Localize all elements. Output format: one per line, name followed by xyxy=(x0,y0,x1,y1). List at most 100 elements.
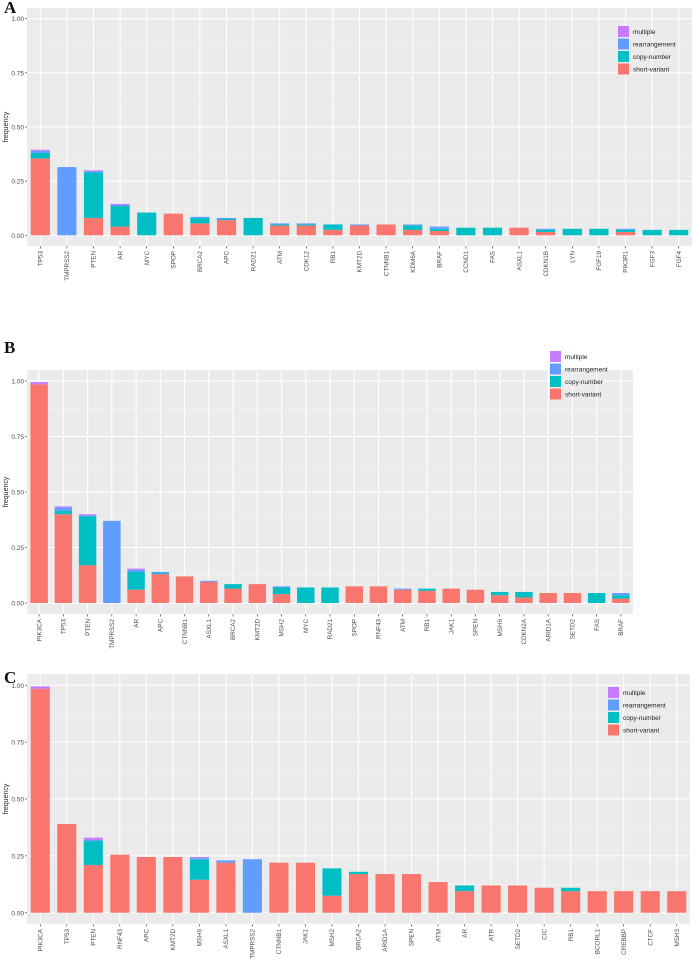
x-tick-label: FAS xyxy=(594,619,601,631)
y-tick-label: 0.50 xyxy=(11,797,24,804)
legend-label: multiple xyxy=(633,29,656,36)
bar-segment-copy-number xyxy=(455,885,475,892)
x-tick-label: PTEN xyxy=(91,251,98,268)
bar-segment-multiple xyxy=(83,170,104,172)
x-tick-label: CTCF xyxy=(647,929,654,946)
bar-segment-rearrangement xyxy=(200,580,218,582)
bar-segment-copy-number xyxy=(270,224,290,226)
bar-segment-short-variant xyxy=(534,887,554,913)
bar-chart-a: 0.00 0.25 0.50 0.75 1.00 frequency TP53 TMPRSS2… xyxy=(3,8,692,281)
bar-segment-short-variant xyxy=(401,874,422,913)
bar-segment-short-variant xyxy=(466,589,485,604)
bar-segment-copy-number xyxy=(243,217,263,236)
bar-segment-rearrangement xyxy=(103,520,121,604)
x-tick-label: LYN xyxy=(570,251,577,263)
x-tick-label: APC xyxy=(144,929,151,942)
x-tick-label: CIC xyxy=(541,929,548,940)
bar-segment-short-variant xyxy=(30,688,50,913)
x-tick-label: MSH6 xyxy=(197,929,204,947)
bar-segment-rearrangement xyxy=(612,593,630,596)
y-tick-label: 0.75 xyxy=(11,740,24,747)
bar-segment-short-variant xyxy=(200,581,218,604)
x-tick-label: MSH6 xyxy=(497,619,504,637)
bar-segment-short-variant xyxy=(30,384,48,604)
bar-segment-short-variant xyxy=(57,824,77,913)
x-tick-label: SPOP xyxy=(171,251,178,269)
x-tick-label: ATM xyxy=(435,929,442,942)
y-axis-label: frequency xyxy=(3,111,10,142)
x-tick-label: KMT2D xyxy=(254,619,261,641)
bar-segment-short-variant xyxy=(216,220,237,236)
bar-segment-rearrangement xyxy=(151,571,170,574)
bar-segment-short-variant xyxy=(189,879,209,913)
bar-segment-copy-number xyxy=(323,224,343,230)
bar-segment-rearrangement xyxy=(393,588,412,590)
legend-label: copy-number xyxy=(633,54,672,61)
bar-segment-short-variant xyxy=(615,232,636,236)
x-tick-label: RNF43 xyxy=(376,619,383,639)
x-tick-label: FGF19 xyxy=(596,251,603,271)
x-tick-label: MYC xyxy=(144,251,151,265)
bar-segment-short-variant xyxy=(54,514,73,604)
legend-swatch-rearrangement xyxy=(550,363,561,375)
x-tick-label: KMT2D xyxy=(170,929,177,951)
legend-label: copy-number xyxy=(623,715,662,722)
bar-segment-multiple xyxy=(189,857,209,859)
x-tick-label: ATR xyxy=(488,929,495,942)
bar-segment-copy-number xyxy=(224,584,242,589)
bar-segment-copy-number xyxy=(321,587,339,604)
y-tick-label: 0.00 xyxy=(11,601,24,608)
x-tick-label: ASXL1 xyxy=(223,929,230,949)
x-tick-label: AR xyxy=(117,251,124,260)
legend-swatch-short-variant xyxy=(618,63,629,75)
bar-segment-copy-number xyxy=(296,224,316,226)
bar-chart-b: 0.00 0.25 0.50 0.75 1.00 frequency PIK3CA TP53 P… xyxy=(3,351,633,649)
legend: multiple rearrangement copy-number short-va… xyxy=(608,687,666,736)
x-tick-label: PIK3CA xyxy=(36,618,43,641)
x-tick-label: RB1 xyxy=(424,619,431,632)
bar-segment-copy-number xyxy=(612,595,630,599)
bar-segment-copy-number xyxy=(272,587,291,595)
x-tick-label: ATM xyxy=(277,251,284,264)
x-tick-label: MYC xyxy=(303,619,310,633)
bar-segment-short-variant xyxy=(369,586,388,604)
bar-segment-multiple xyxy=(110,203,130,205)
bar-segment-rearrangement xyxy=(54,507,73,511)
bar-segment-short-variant xyxy=(348,874,369,913)
y-axis-label: frequency xyxy=(3,476,10,507)
bar-segment-short-variant xyxy=(151,574,170,604)
chart-panel-c: C 0.00 0.25 0.50 0.75 1.00 frequency PIK3CA TP5… xyxy=(0,668,698,968)
legend-swatch-copy-number xyxy=(550,376,561,387)
bar-segment-copy-number xyxy=(127,571,145,590)
legend: multiple rearrangement copy-number short-va… xyxy=(618,26,676,75)
bar-segment-short-variant xyxy=(296,225,316,236)
y-tick-label: 0.75 xyxy=(11,434,24,441)
legend-label: multiple xyxy=(565,354,588,361)
legend-label: short-variant xyxy=(633,67,669,74)
x-tick-label: RAD21 xyxy=(250,251,257,272)
bar-segment-rearrangement xyxy=(110,204,130,207)
bar-segment-short-variant xyxy=(587,891,607,913)
bar-segment-short-variant xyxy=(30,158,50,236)
bar-segment-copy-number xyxy=(110,206,130,227)
bar-segment-rearrangement xyxy=(429,226,449,229)
x-tick-label: FGF4 xyxy=(676,251,683,268)
bar-segment-short-variant xyxy=(163,213,183,236)
bar-segment-copy-number xyxy=(589,228,609,236)
y-tick-label: 0.50 xyxy=(11,125,24,132)
x-tick-label: BRAF xyxy=(618,619,625,636)
bar-segment-copy-number xyxy=(418,588,436,591)
y-axis-label: frequency xyxy=(3,783,10,814)
x-tick-label: CREBBP xyxy=(621,929,628,955)
x-tick-label: MSH2 xyxy=(279,619,286,637)
x-tick-label: BRCA2 xyxy=(197,251,204,272)
legend-label: rearrangement xyxy=(565,367,608,374)
bar-segment-rearrangement xyxy=(83,171,104,173)
x-tick-label: ARID1A xyxy=(382,928,389,952)
x-tick-label: SETD2 xyxy=(570,619,577,640)
bar-segment-short-variant xyxy=(375,874,395,913)
bar-segment-copy-number xyxy=(78,516,97,566)
panel-label: B xyxy=(4,338,16,357)
x-tick-label: PTEN xyxy=(91,929,98,946)
panel-label: A xyxy=(4,0,17,17)
